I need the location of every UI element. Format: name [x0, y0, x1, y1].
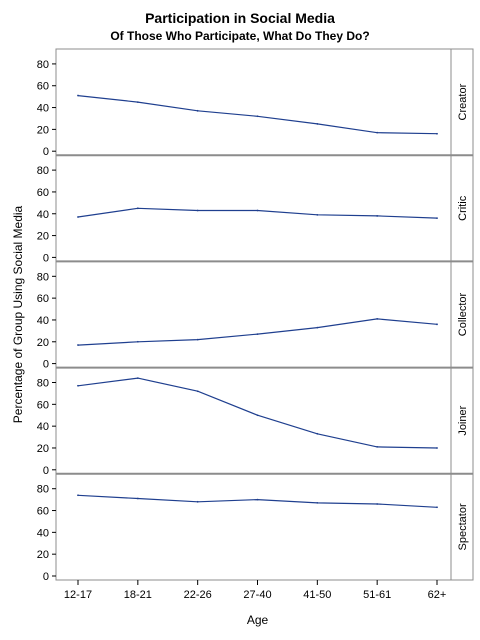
- y-tick-label: 80: [37, 59, 49, 71]
- series-line-creator: [77, 95, 438, 135]
- panel-label-collector: Collector: [457, 292, 469, 336]
- data-point-critic: [196, 209, 199, 212]
- y-tick-label: 40: [37, 527, 49, 539]
- y-tick-label: 80: [37, 271, 49, 283]
- y-tick-label: 80: [37, 165, 49, 177]
- y-tick-label: 80: [37, 378, 49, 390]
- data-point-spectator: [316, 501, 319, 504]
- data-point-spectator: [436, 506, 438, 509]
- data-point-creator: [136, 101, 139, 103]
- y-tick-label: 40: [37, 315, 49, 327]
- x-tick-label: 41-50: [303, 589, 331, 601]
- x-axis-label: Age: [247, 613, 269, 627]
- data-point-creator: [196, 109, 199, 112]
- y-tick-label: 60: [37, 506, 49, 518]
- x-tick-label: 22-26: [184, 589, 212, 601]
- series-line-joiner: [77, 377, 438, 449]
- y-tick-label: 20: [37, 549, 49, 561]
- data-point-spectator: [136, 497, 139, 500]
- x-tick-label: 51-61: [363, 589, 391, 601]
- data-point-collector: [436, 323, 438, 326]
- data-point-joiner: [77, 384, 79, 387]
- data-point-creator: [436, 132, 438, 135]
- y-tick-label: 0: [43, 465, 49, 477]
- data-point-creator: [77, 94, 79, 97]
- panel-label-spectator: Spectator: [457, 503, 469, 550]
- data-point-collector: [376, 317, 379, 320]
- data-point-spectator: [256, 498, 259, 501]
- data-point-critic: [77, 216, 79, 218]
- y-axis-label: Percentage of Group Using Social Media: [11, 205, 25, 423]
- data-point-joiner: [256, 414, 259, 417]
- x-tick-label: 12-17: [64, 589, 92, 601]
- data-point-critic: [436, 217, 438, 220]
- y-tick-label: 40: [37, 209, 49, 221]
- y-tick-label: 60: [37, 399, 49, 411]
- data-point-creator: [316, 123, 319, 125]
- data-point-collector: [196, 338, 199, 341]
- data-point-critic: [256, 209, 259, 212]
- data-point-collector: [136, 340, 139, 343]
- panel-label-critic: Critic: [457, 195, 469, 221]
- data-point-spectator: [77, 494, 79, 497]
- y-tick-label: 0: [43, 252, 49, 264]
- data-point-critic: [316, 213, 319, 216]
- y-tick-label: 60: [37, 81, 49, 93]
- data-point-collector: [77, 344, 79, 346]
- y-tick-label: 20: [37, 124, 49, 136]
- data-point-joiner: [436, 447, 438, 449]
- y-tick-label: 0: [43, 571, 49, 583]
- y-tick-label: 20: [37, 443, 49, 455]
- x-tick-label: 62+: [428, 589, 447, 601]
- y-tick-label: 0: [43, 359, 49, 371]
- data-point-spectator: [196, 500, 199, 503]
- data-point-joiner: [376, 445, 379, 448]
- x-tick-label: 27-40: [243, 589, 271, 601]
- x-tick-label: 18-21: [124, 589, 152, 601]
- chart-title: Participation in Social Media: [145, 10, 335, 26]
- data-point-critic: [376, 215, 379, 217]
- chart-subtitle: Of Those Who Participate, What Do They D…: [110, 29, 370, 43]
- y-tick-label: 60: [37, 187, 49, 199]
- plot-border: [55, 48, 474, 581]
- data-point-critic: [136, 207, 139, 210]
- y-tick-label: 40: [37, 103, 49, 115]
- data-point-spectator: [376, 503, 379, 505]
- y-tick-label: 20: [37, 231, 49, 243]
- panel-label-creator: Creator: [457, 83, 469, 120]
- data-point-joiner: [196, 390, 199, 393]
- data-point-creator: [376, 131, 379, 134]
- y-tick-label: 40: [37, 421, 49, 433]
- data-point-joiner: [316, 432, 319, 435]
- y-tick-label: 20: [37, 337, 49, 349]
- data-point-creator: [256, 115, 259, 118]
- series-line-spectator: [77, 494, 438, 508]
- y-tick-label: 80: [37, 484, 49, 496]
- series-line-collector: [77, 318, 438, 346]
- data-point-collector: [316, 326, 319, 329]
- y-tick-label: 60: [37, 293, 49, 305]
- panel-label-joiner: Joiner: [457, 405, 469, 435]
- y-tick-label: 0: [43, 146, 49, 158]
- data-point-collector: [256, 333, 259, 336]
- data-point-joiner: [136, 377, 139, 380]
